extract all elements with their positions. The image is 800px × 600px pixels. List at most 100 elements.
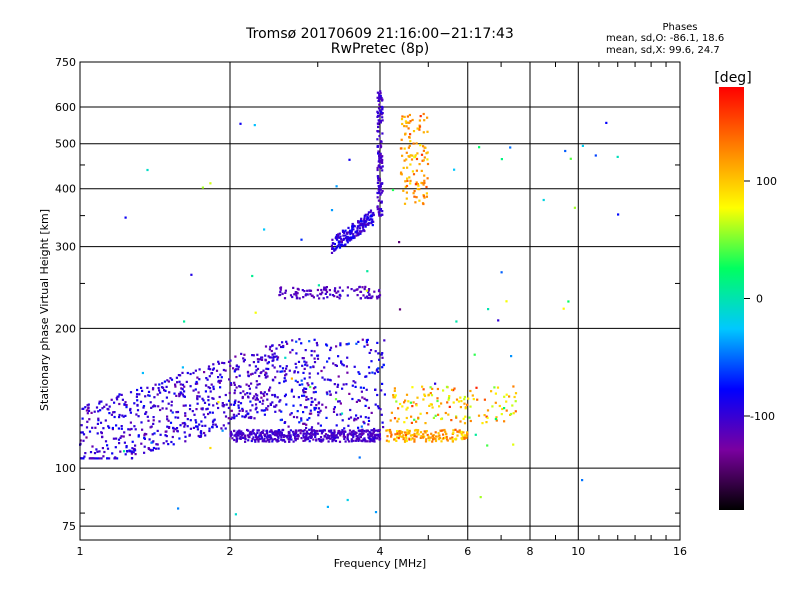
data-point — [196, 398, 199, 401]
data-point — [445, 385, 449, 388]
data-point — [86, 412, 89, 415]
data-point — [244, 437, 247, 440]
data-point — [229, 364, 232, 367]
data-point — [432, 416, 435, 419]
colorbar-tick-label: 100 — [756, 175, 777, 188]
data-point — [445, 438, 449, 441]
data-point — [151, 433, 154, 436]
data-point — [204, 434, 207, 437]
data-point — [357, 399, 360, 402]
data-point — [181, 371, 184, 374]
data-point — [368, 351, 371, 354]
data-point — [428, 439, 431, 442]
data-point — [172, 430, 175, 433]
data-point — [477, 414, 481, 417]
data-point — [209, 390, 212, 393]
data-point — [302, 430, 305, 433]
data-point — [302, 411, 305, 414]
x-tick-label: 1 — [77, 545, 84, 558]
data-point — [421, 385, 424, 388]
data-point — [290, 438, 293, 441]
data-point — [422, 149, 425, 152]
data-point — [161, 382, 164, 385]
data-point — [323, 434, 326, 437]
data-point — [383, 393, 386, 396]
data-point — [318, 297, 321, 300]
data-point — [361, 226, 364, 229]
data-point — [348, 158, 351, 161]
data-point — [330, 436, 334, 439]
data-point — [360, 429, 363, 432]
data-point — [366, 218, 369, 221]
data-point — [347, 231, 350, 234]
data-point — [455, 416, 458, 419]
data-point — [467, 397, 470, 400]
data-point — [379, 208, 383, 211]
data-point — [335, 364, 338, 367]
data-point — [250, 416, 253, 419]
data-point — [296, 410, 299, 413]
data-point — [310, 400, 313, 404]
data-point — [378, 434, 381, 437]
data-point — [224, 393, 227, 397]
data-point — [443, 428, 446, 432]
data-point — [327, 440, 330, 443]
data-point — [227, 417, 230, 420]
data-point — [242, 357, 245, 360]
data-point — [254, 403, 258, 406]
data-point — [366, 440, 369, 443]
data-point — [396, 436, 399, 439]
data-point — [204, 390, 207, 393]
data-point — [418, 125, 422, 128]
data-point — [298, 383, 301, 386]
data-point — [380, 140, 383, 143]
data-point — [114, 457, 117, 460]
data-point — [233, 429, 236, 433]
data-point — [392, 394, 395, 397]
data-point — [416, 187, 419, 191]
data-point — [469, 405, 472, 408]
data-point — [338, 286, 341, 289]
data-point — [468, 416, 471, 419]
data-point — [310, 428, 313, 431]
data-point — [352, 235, 356, 238]
data-point — [297, 396, 300, 399]
data-point — [332, 242, 335, 245]
data-point — [328, 390, 331, 393]
data-point — [473, 353, 476, 356]
data-point — [143, 434, 146, 437]
data-point — [378, 428, 381, 432]
data-point — [315, 429, 319, 433]
data-point — [284, 440, 287, 443]
data-point — [342, 234, 345, 237]
data-point — [381, 190, 384, 193]
data-point — [512, 443, 515, 446]
data-point — [253, 124, 256, 127]
data-point — [411, 434, 414, 437]
data-point — [287, 432, 290, 435]
data-point — [310, 412, 313, 415]
data-point — [353, 289, 356, 292]
data-point — [373, 372, 376, 375]
data-point — [91, 426, 94, 429]
data-point — [81, 431, 84, 434]
data-point — [415, 157, 419, 161]
data-point — [207, 386, 210, 389]
data-point — [362, 386, 365, 389]
data-point — [88, 430, 92, 433]
data-point — [442, 433, 445, 436]
data-point — [405, 125, 408, 128]
data-point — [381, 366, 384, 369]
data-point — [170, 440, 173, 444]
data-point — [239, 437, 242, 440]
data-point — [422, 145, 425, 148]
data-point — [300, 238, 303, 241]
data-point — [371, 224, 374, 227]
data-point — [378, 159, 381, 162]
data-point — [431, 434, 434, 437]
data-point — [167, 426, 171, 429]
data-point — [284, 291, 287, 294]
data-point — [275, 404, 278, 407]
data-point — [573, 206, 576, 209]
data-point — [403, 401, 406, 404]
